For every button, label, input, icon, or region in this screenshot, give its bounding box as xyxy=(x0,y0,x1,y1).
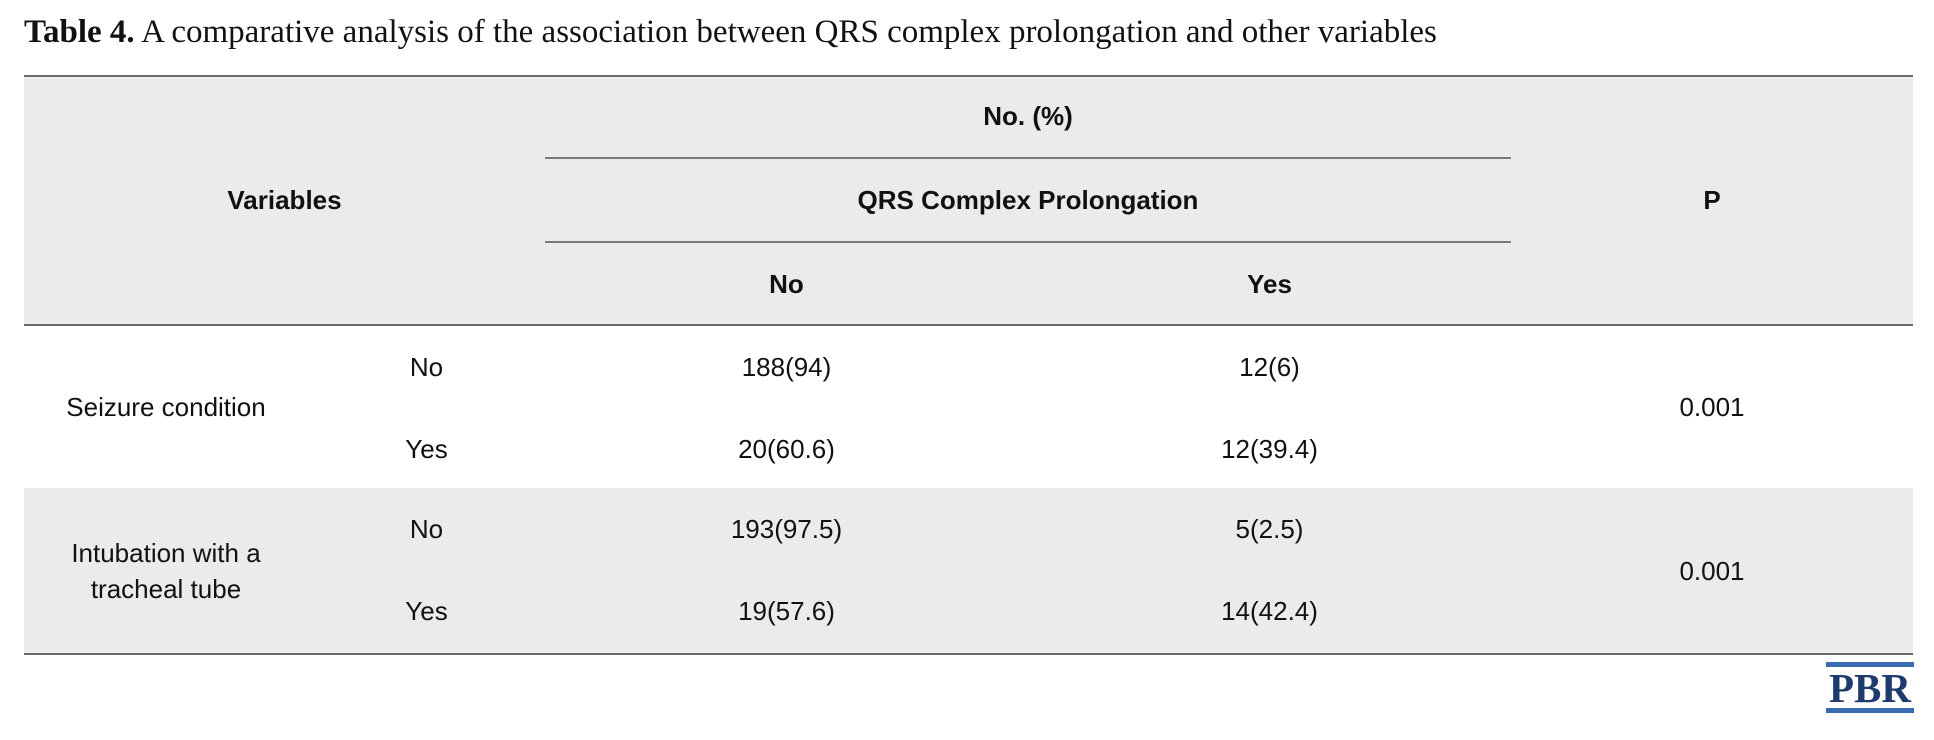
logo-bottom-bar xyxy=(1826,708,1914,713)
row-variable-seizure: Seizure condition xyxy=(66,392,266,422)
row-cell-yes: 14(42.4) xyxy=(1221,596,1318,626)
row-cell-yes: 12(39.4) xyxy=(1221,434,1318,464)
row-cell-no: 188(94) xyxy=(741,352,832,382)
table-top-rule xyxy=(24,75,1913,77)
row-cell-yes: 5(2.5) xyxy=(1235,514,1304,544)
header-no-percent: No. (%) xyxy=(983,101,1073,131)
row-sub-label: Yes xyxy=(405,434,448,464)
header-p: P xyxy=(1703,185,1721,215)
header-qrs-prolongation: QRS Complex Prolongation xyxy=(857,185,1199,215)
header-col-no: No xyxy=(769,268,804,299)
row-sub-label: Yes xyxy=(405,596,448,626)
table-title: A comparative analysis of the associatio… xyxy=(134,14,1437,50)
table-caption: Table 4. A comparative analysis of the a… xyxy=(24,14,1437,51)
header-col-yes: Yes xyxy=(1247,268,1292,299)
row-sub-label: No xyxy=(409,514,444,544)
data-table: Variables No. (%) QRS Complex Prolongati… xyxy=(24,75,1913,655)
row-p-value: 0.001 xyxy=(1679,392,1745,422)
row-cell-yes: 12(6) xyxy=(1239,352,1300,382)
row-variable-intubation: Intubation with a tracheal tube xyxy=(71,537,261,604)
row-cell-no: 193(97.5) xyxy=(730,514,843,544)
row-band-alt xyxy=(24,488,1913,653)
header-bottom-rule xyxy=(24,324,1913,326)
header-band xyxy=(24,75,1913,325)
header-subrule-1 xyxy=(545,157,1511,159)
table-bottom-rule xyxy=(24,653,1913,655)
row-cell-no: 20(60.6) xyxy=(738,434,835,464)
table-number: Table 4. xyxy=(24,14,135,50)
pbr-logo: PBR xyxy=(1826,662,1914,714)
logo-top-bar xyxy=(1826,662,1914,667)
header-subrule-2 xyxy=(545,241,1511,243)
row-sub-label: No xyxy=(409,352,444,382)
row-cell-no: 19(57.6) xyxy=(738,596,835,626)
logo-text: PBR xyxy=(1829,665,1911,711)
row-p-value: 0.001 xyxy=(1679,555,1745,586)
header-variables: Variables xyxy=(227,185,342,215)
